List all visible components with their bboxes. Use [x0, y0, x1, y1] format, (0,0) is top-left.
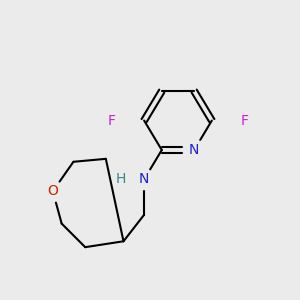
- Text: H: H: [116, 172, 126, 186]
- Text: F: F: [240, 114, 248, 128]
- Text: N: N: [139, 172, 149, 186]
- Text: F: F: [108, 114, 116, 128]
- Text: O: O: [47, 184, 58, 198]
- Text: N: N: [189, 143, 200, 157]
